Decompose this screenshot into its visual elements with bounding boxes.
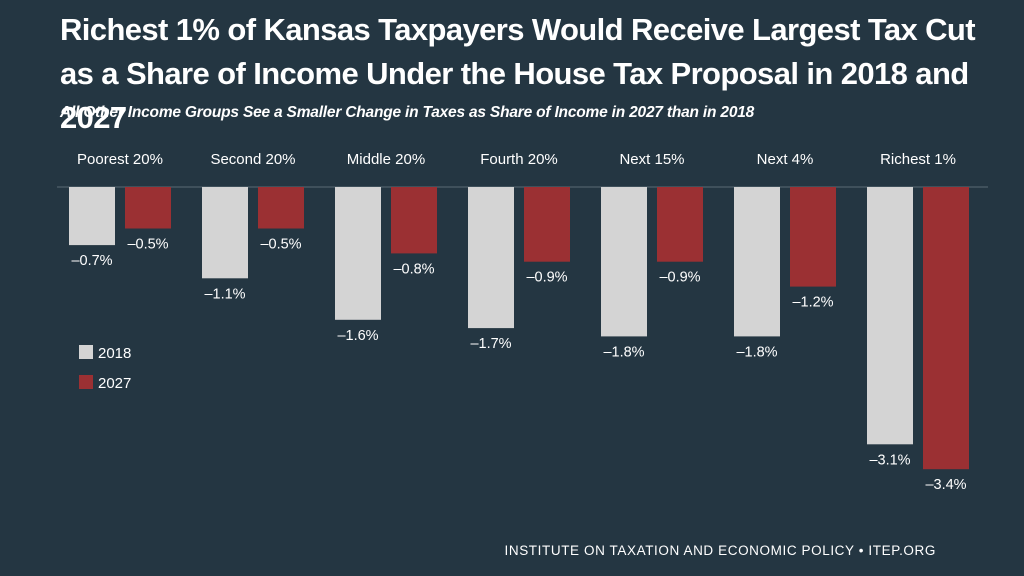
bar-2027 [923,187,969,470]
bar-2018 [69,187,115,246]
legend-swatch-2018 [79,345,93,359]
category-label: Richest 1% [880,151,956,168]
data-label-2018: –3.1% [869,452,910,468]
bar-2018 [867,187,913,445]
data-label-2018: –1.1% [204,286,245,302]
category-labels: Poorest 20% Second 20% Middle 20% Fourth 20… [77,151,956,168]
category-label: Next 15% [619,151,684,168]
bar-chart: Poorest 20% Second 20% Middle 20% Fourth 20… [57,151,988,494]
data-label-2018: –1.6% [337,328,378,344]
data-label-2027: –0.8% [393,261,434,277]
data-label-2018: –1.7% [470,336,511,352]
legend: 2018 2027 [79,345,131,392]
legend-label-2018: 2018 [98,345,131,362]
data-label-2027: –0.9% [659,270,700,286]
data-label-2018: –1.8% [736,344,777,360]
legend-label-2027: 2027 [98,375,131,392]
source-footer: INSTITUTE ON TAXATION AND ECONOMIC POLIC… [504,543,936,558]
data-label-2027: –3.4% [925,477,966,493]
legend-swatch-2027 [79,375,93,389]
bar-2018 [335,187,381,320]
bar-2018 [202,187,248,279]
bar-2027 [657,187,703,262]
data-label-2018: –1.8% [603,344,644,360]
category-label: Fourth 20% [480,151,558,168]
bars [69,187,969,470]
data-label-2027: –0.9% [526,270,567,286]
bar-2018 [468,187,514,329]
data-label-2018: –0.7% [71,253,112,269]
value-labels: –0.7% –0.5% –1.1% –0.5% –1.6% –0.8% –1.7% –0.9%… [71,237,966,494]
bar-2027 [790,187,836,287]
category-label: Second 20% [210,151,295,168]
bar-2027 [391,187,437,254]
bar-2027 [125,187,171,229]
category-label: Next 4% [757,151,814,168]
category-label: Poorest 20% [77,151,163,168]
category-label: Middle 20% [347,151,425,168]
chart-title: Richest 1% of Kansas Taxpayers Would Rec… [60,12,976,135]
chart-subtitle: All Other Income Groups See a Smaller Ch… [60,104,755,121]
bar-2027 [524,187,570,262]
data-label-2027: –0.5% [260,237,301,253]
data-label-2027: –0.5% [127,237,168,253]
bar-2018 [734,187,780,337]
bar-2027 [258,187,304,229]
bar-2018 [601,187,647,337]
data-label-2027: –1.2% [792,295,833,311]
